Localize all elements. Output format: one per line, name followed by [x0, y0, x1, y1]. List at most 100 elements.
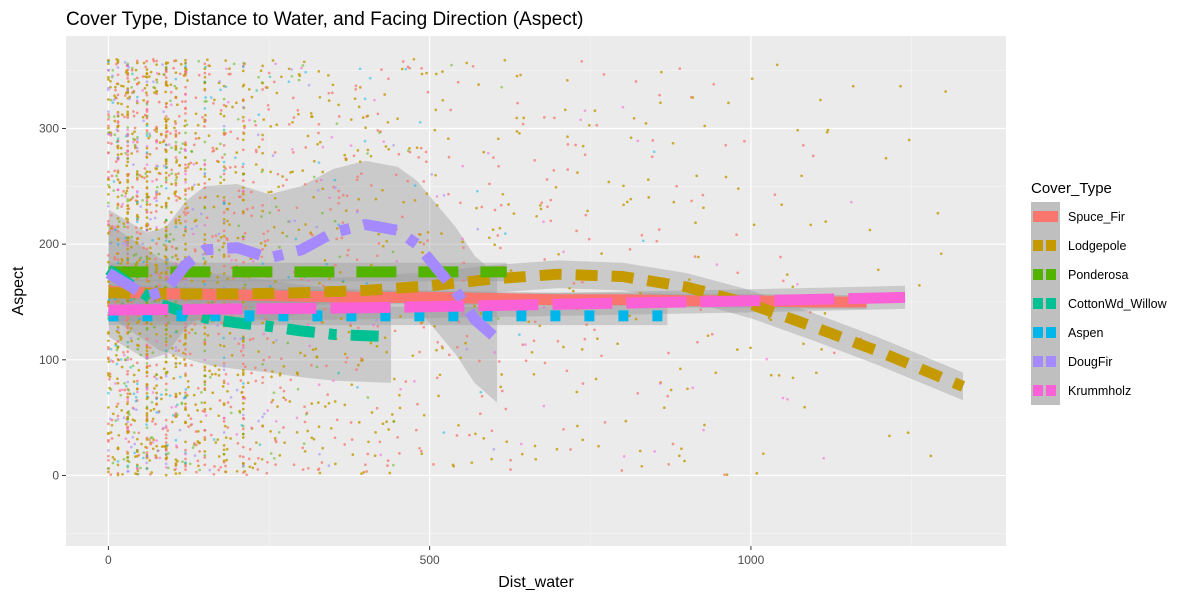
data-point: [349, 421, 353, 424]
data-point: [135, 408, 138, 412]
data-point: [179, 147, 183, 150]
data-point: [174, 254, 178, 257]
data-point: [153, 375, 156, 379]
data-point: [184, 299, 187, 302]
data-point: [530, 350, 534, 354]
data-point: [124, 71, 128, 74]
data-point: [145, 216, 149, 219]
data-point: [122, 353, 126, 357]
data-point: [269, 170, 272, 174]
data-point: [335, 237, 339, 241]
data-point: [411, 354, 415, 358]
data-point: [122, 351, 125, 354]
data-point: [115, 128, 119, 132]
data-point: [109, 359, 113, 362]
data-point: [245, 207, 249, 211]
data-point: [217, 232, 221, 236]
data-point: [254, 163, 258, 166]
data-point: [130, 152, 134, 155]
data-point: [180, 100, 184, 103]
data-point: [193, 183, 196, 187]
data-point: [345, 356, 349, 360]
data-point: [222, 199, 226, 203]
data-point: [114, 85, 117, 89]
data-point: [174, 59, 178, 62]
data-point: [135, 464, 139, 468]
data-point: [216, 194, 220, 198]
data-point: [214, 234, 218, 237]
data-point: [116, 377, 119, 381]
data-point: [222, 144, 226, 147]
data-point: [154, 454, 158, 457]
data-point: [149, 274, 153, 277]
data-point: [296, 373, 300, 376]
data-point: [297, 112, 300, 116]
data-point: [178, 471, 182, 475]
data-point: [518, 333, 521, 336]
data-point: [200, 401, 204, 404]
data-point: [222, 165, 226, 168]
data-point: [152, 85, 155, 89]
data-point: [155, 402, 158, 406]
data-point: [208, 376, 212, 379]
data-point: [208, 177, 211, 181]
data-point: [343, 443, 347, 446]
data-point: [226, 100, 230, 104]
data-point: [184, 278, 188, 282]
data-point: [422, 242, 426, 246]
data-point: [107, 332, 110, 335]
data-point: [326, 74, 330, 77]
data-point: [217, 414, 221, 418]
data-point: [150, 471, 154, 474]
data-point: [434, 173, 437, 177]
data-point: [587, 237, 591, 241]
data-point: [131, 72, 134, 76]
data-point: [518, 131, 521, 135]
data-point: [160, 397, 163, 401]
data-point: [184, 163, 187, 167]
data-point: [255, 150, 258, 154]
data-point: [174, 140, 178, 144]
data-point: [437, 394, 440, 398]
data-point: [116, 206, 119, 210]
data-point: [126, 140, 130, 144]
data-point: [478, 412, 482, 416]
data-point: [135, 231, 139, 234]
data-point: [192, 393, 196, 397]
data-point: [442, 194, 446, 197]
data-point: [124, 384, 128, 388]
data-point: [333, 219, 337, 223]
data-point: [129, 423, 133, 427]
data-point: [241, 346, 245, 350]
data-point: [107, 131, 111, 134]
data-point: [228, 67, 231, 71]
data-point: [203, 436, 207, 439]
data-point: [184, 70, 188, 74]
data-point: [823, 312, 827, 315]
data-point: [107, 391, 110, 395]
data-point: [255, 441, 258, 444]
data-point: [127, 410, 131, 413]
data-point: [486, 151, 490, 155]
data-point: [135, 111, 139, 115]
data-point: [203, 282, 207, 286]
data-point: [171, 346, 174, 350]
data-point: [126, 77, 130, 80]
data-point: [250, 214, 253, 218]
data-point: [238, 454, 242, 458]
data-point: [222, 344, 226, 348]
data-point: [116, 381, 120, 385]
data-point: [210, 301, 214, 304]
data-point: [241, 413, 245, 417]
data-point: [115, 174, 118, 178]
data-point: [184, 336, 187, 340]
data-point: [181, 142, 185, 145]
data-point: [145, 413, 149, 417]
data-point: [126, 332, 130, 335]
data-point: [148, 246, 152, 250]
data-point: [219, 175, 223, 179]
data-point: [181, 351, 185, 355]
data-point: [241, 162, 245, 166]
data-point: [115, 252, 119, 256]
data-point: [173, 120, 177, 123]
